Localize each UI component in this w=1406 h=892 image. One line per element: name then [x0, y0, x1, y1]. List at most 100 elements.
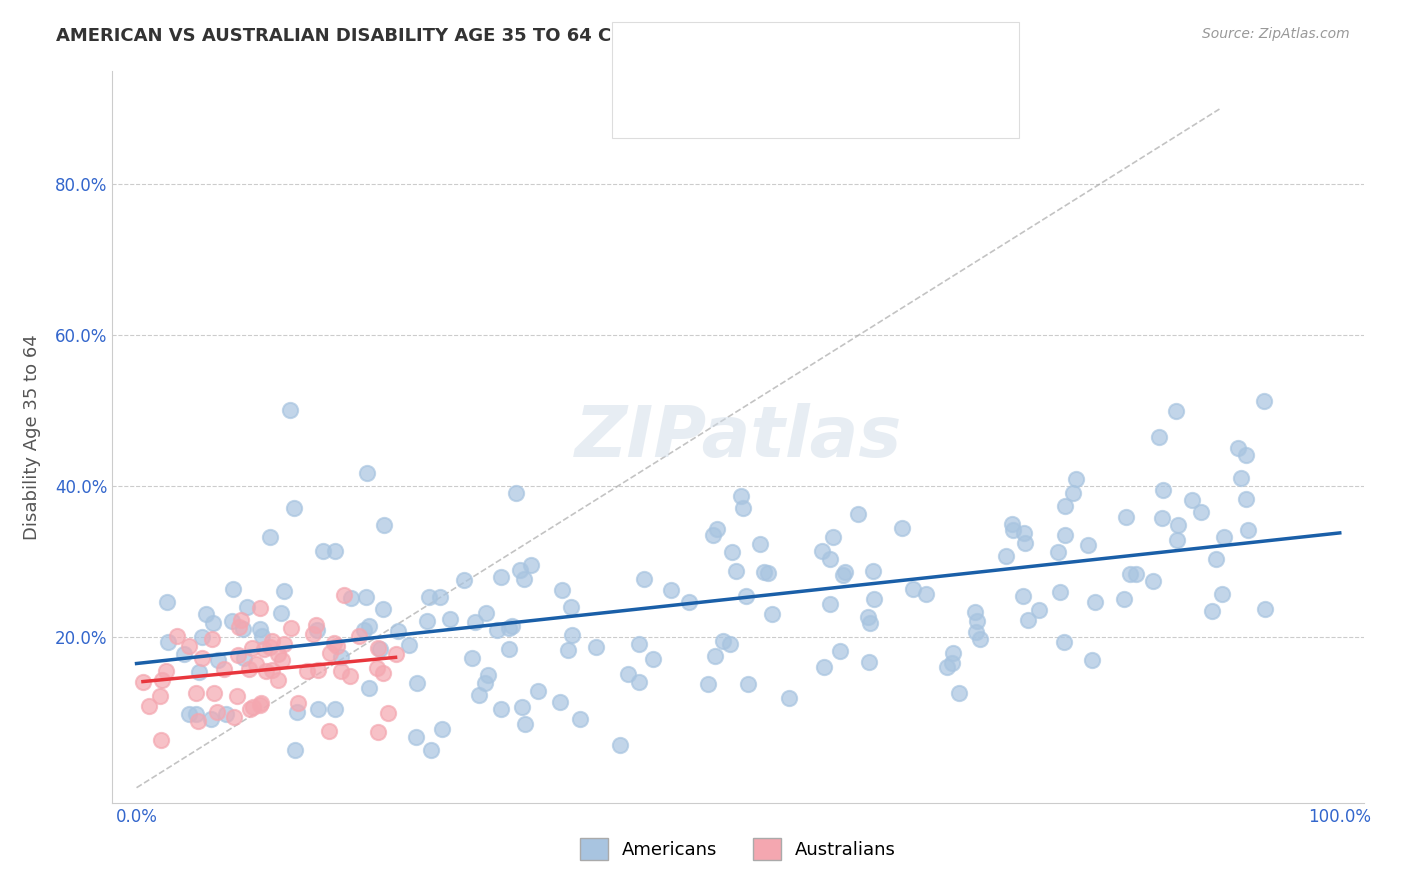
Point	[177, 706, 200, 721]
Point	[359, 681, 381, 695]
Point	[818, 597, 841, 611]
Point	[1237, 523, 1260, 537]
Point	[330, 664, 353, 678]
Point	[195, 607, 218, 622]
Point	[254, 665, 277, 679]
Point	[965, 624, 987, 639]
Point	[548, 695, 571, 709]
Point	[718, 637, 741, 651]
Point	[249, 601, 271, 615]
Point	[330, 649, 353, 664]
Point	[415, 614, 437, 628]
Point	[384, 647, 406, 661]
Point	[752, 565, 775, 579]
Point	[238, 662, 260, 676]
Point	[585, 640, 607, 654]
Point	[823, 531, 845, 545]
Point	[259, 530, 281, 544]
Point	[432, 722, 454, 736]
Point	[863, 592, 886, 607]
Point	[1001, 523, 1024, 537]
Point	[703, 648, 725, 663]
Point	[250, 630, 273, 644]
Point	[373, 665, 395, 680]
Point	[1084, 594, 1107, 608]
Point	[240, 641, 263, 656]
Point	[229, 613, 252, 627]
Point	[461, 651, 484, 665]
Point	[156, 595, 179, 609]
Point	[969, 632, 991, 647]
Point	[232, 622, 254, 636]
Point	[323, 544, 346, 558]
Point	[233, 650, 256, 665]
Point	[319, 647, 342, 661]
Point	[287, 696, 309, 710]
Point	[155, 664, 177, 678]
Point	[239, 702, 262, 716]
Legend: Americans, Australians: Americans, Australians	[574, 830, 903, 867]
Point	[941, 656, 963, 670]
Point	[1226, 441, 1249, 455]
Point	[305, 624, 328, 638]
Point	[373, 518, 395, 533]
Point	[627, 637, 650, 651]
Point	[557, 643, 579, 657]
Point	[212, 662, 235, 676]
Point	[1012, 526, 1035, 541]
Point	[149, 689, 172, 703]
Point	[340, 591, 363, 605]
Text: R = 0.533   N = 170: R = 0.533 N = 170	[678, 62, 845, 80]
Point	[730, 490, 752, 504]
Point	[1211, 587, 1233, 601]
Point	[249, 622, 271, 636]
Point	[1049, 585, 1071, 599]
Text: AMERICAN VS AUSTRALIAN DISABILITY AGE 35 TO 64 CORRELATION CHART: AMERICAN VS AUSTRALIAN DISABILITY AGE 35…	[56, 27, 813, 45]
Point	[706, 522, 728, 536]
Point	[184, 686, 207, 700]
Point	[915, 587, 938, 601]
Point	[1149, 430, 1171, 444]
Point	[1064, 472, 1087, 486]
Point	[468, 688, 491, 702]
Point	[1189, 505, 1212, 519]
Point	[1077, 537, 1099, 551]
Point	[295, 664, 318, 678]
Point	[318, 724, 340, 739]
Point	[697, 676, 720, 690]
Point	[901, 582, 924, 597]
Point	[858, 655, 880, 669]
Point	[312, 543, 335, 558]
Point	[1181, 492, 1204, 507]
Point	[551, 582, 574, 597]
Point	[150, 673, 173, 688]
Point	[1115, 510, 1137, 524]
Point	[132, 675, 155, 690]
Text: ZIPatlas: ZIPatlas	[575, 402, 901, 472]
Point	[359, 619, 381, 633]
Point	[731, 500, 754, 515]
Point	[820, 552, 842, 566]
Point	[643, 652, 665, 666]
Point	[453, 573, 475, 587]
Point	[1012, 589, 1035, 603]
Point	[138, 698, 160, 713]
Text: R = 0.369   N =  57: R = 0.369 N = 57	[678, 103, 839, 120]
Point	[560, 599, 582, 614]
Y-axis label: Disability Age 35 to 64: Disability Age 35 to 64	[24, 334, 41, 540]
Point	[354, 590, 377, 604]
Point	[813, 659, 835, 673]
Point	[283, 500, 305, 515]
Point	[184, 706, 207, 721]
Point	[367, 724, 389, 739]
Point	[323, 636, 346, 650]
Point	[349, 629, 371, 643]
Point	[166, 629, 188, 643]
Point	[200, 713, 222, 727]
Point	[368, 642, 391, 657]
Point	[489, 702, 512, 716]
Point	[307, 663, 329, 677]
Point	[942, 646, 965, 660]
Point	[520, 558, 543, 573]
Point	[858, 615, 880, 630]
